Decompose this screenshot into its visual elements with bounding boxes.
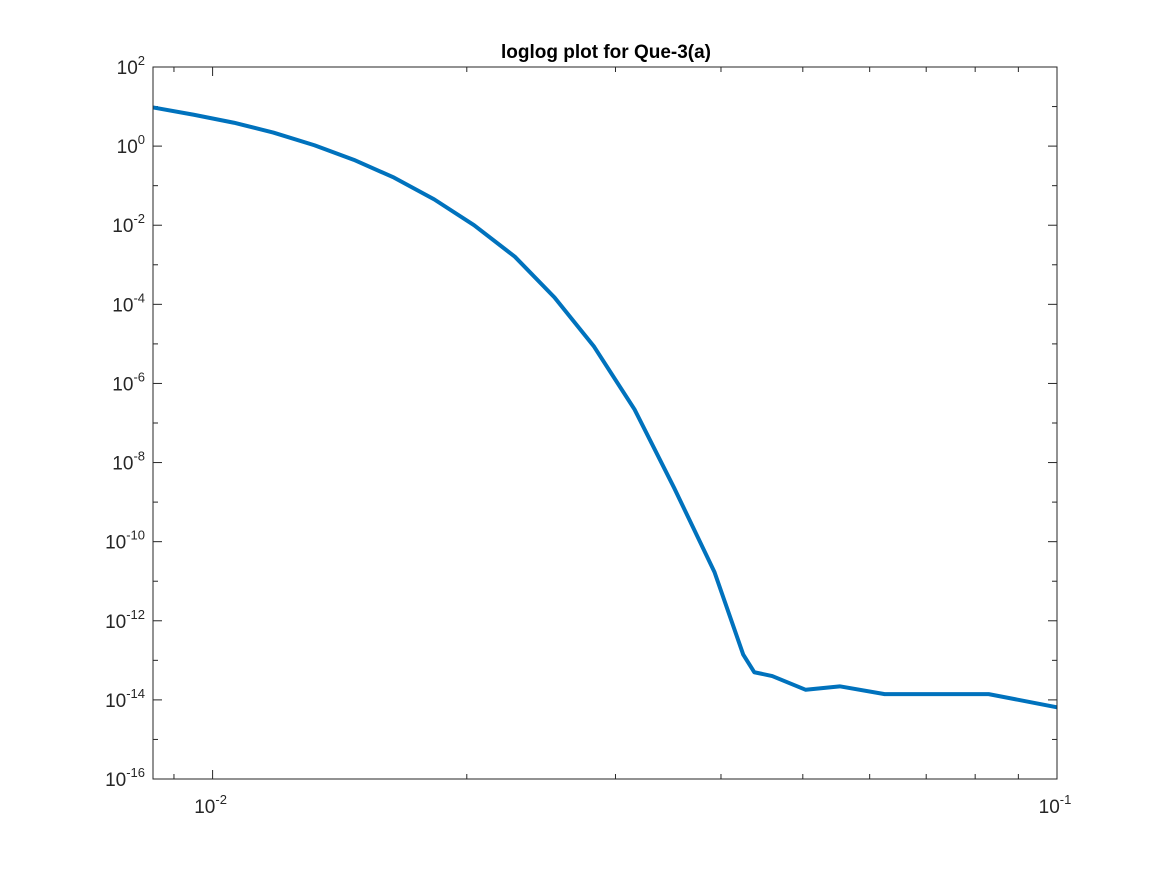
y-tick-exponent: -6: [133, 369, 145, 384]
y-tick-base: 10: [112, 216, 133, 237]
y-tick-exponent: -2: [133, 211, 145, 226]
chart-title: loglog plot for Que-3(a): [501, 42, 711, 63]
x-tick-base: 10: [1039, 797, 1060, 818]
y-tick-base: 10: [117, 58, 138, 79]
x-tick-base: 10: [194, 797, 215, 818]
y-tick-base: 10: [112, 295, 133, 316]
y-tick-base: 10: [112, 374, 133, 395]
y-tick-base: 10: [105, 612, 126, 633]
y-tick-exponent: -8: [133, 449, 145, 464]
x-tick-exponent: -1: [1060, 792, 1072, 807]
y-tick-exponent: 2: [138, 53, 145, 68]
y-tick-exponent: -14: [126, 686, 145, 701]
y-tick-exponent: -10: [126, 528, 145, 543]
y-tick-base: 10: [105, 770, 126, 791]
y-tick-exponent: 0: [138, 132, 145, 147]
y-tick-base: 10: [105, 533, 126, 554]
y-tick-base: 10: [112, 454, 133, 475]
y-tick-exponent: -12: [126, 607, 145, 622]
y-tick-exponent: -4: [133, 290, 145, 305]
y-tick-base: 10: [105, 691, 126, 712]
y-tick-base: 10: [117, 137, 138, 158]
y-tick-exponent: -16: [126, 765, 145, 780]
x-tick-exponent: -2: [215, 792, 227, 807]
